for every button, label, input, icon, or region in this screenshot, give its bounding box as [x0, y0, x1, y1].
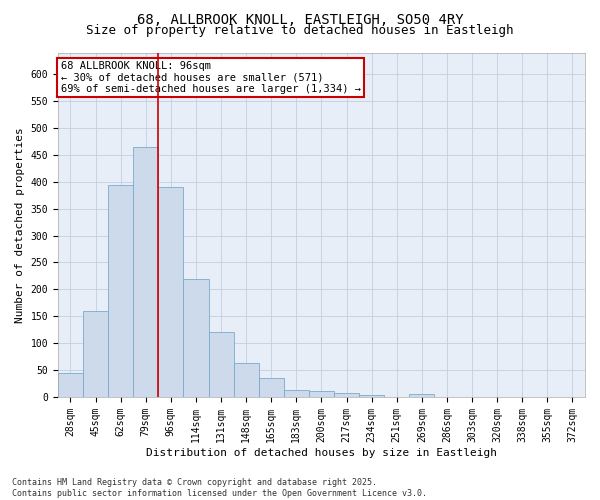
- Bar: [284, 390, 309, 397]
- Bar: [233, 363, 259, 397]
- Text: 68, ALLBROOK KNOLL, EASTLEIGH, SO50 4RY: 68, ALLBROOK KNOLL, EASTLEIGH, SO50 4RY: [137, 12, 463, 26]
- Text: 68 ALLBROOK KNOLL: 96sqm
← 30% of detached houses are smaller (571)
69% of semi-: 68 ALLBROOK KNOLL: 96sqm ← 30% of detach…: [61, 61, 361, 94]
- Bar: [158, 187, 184, 397]
- Y-axis label: Number of detached properties: Number of detached properties: [15, 127, 25, 322]
- Bar: [259, 378, 284, 397]
- Text: Size of property relative to detached houses in Eastleigh: Size of property relative to detached ho…: [86, 24, 514, 37]
- Bar: [409, 394, 434, 397]
- Text: Contains HM Land Registry data © Crown copyright and database right 2025.
Contai: Contains HM Land Registry data © Crown c…: [12, 478, 427, 498]
- Bar: [184, 278, 209, 397]
- Bar: [83, 311, 108, 397]
- Bar: [309, 390, 334, 397]
- X-axis label: Distribution of detached houses by size in Eastleigh: Distribution of detached houses by size …: [146, 448, 497, 458]
- Bar: [133, 146, 158, 397]
- Bar: [108, 186, 133, 397]
- Bar: [58, 373, 83, 397]
- Bar: [359, 395, 384, 397]
- Bar: [334, 392, 359, 397]
- Bar: [209, 332, 233, 397]
